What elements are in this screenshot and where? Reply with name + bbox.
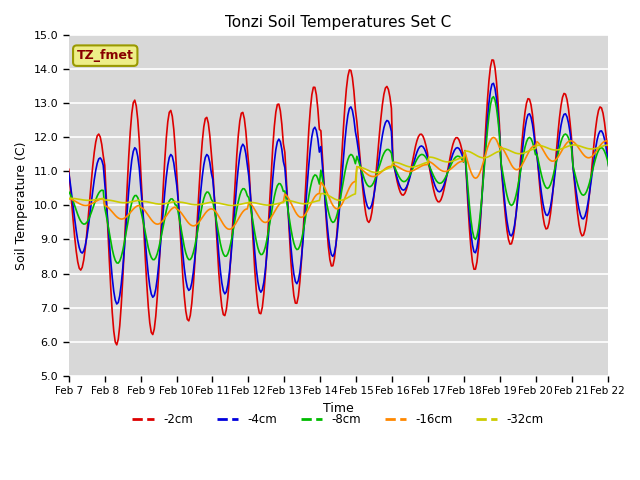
Text: TZ_fmet: TZ_fmet [77, 49, 134, 62]
Y-axis label: Soil Temperature (C): Soil Temperature (C) [15, 141, 28, 270]
Title: Tonzi Soil Temperatures Set C: Tonzi Soil Temperatures Set C [225, 15, 451, 30]
X-axis label: Time: Time [323, 402, 353, 415]
Legend: -2cm, -4cm, -8cm, -16cm, -32cm: -2cm, -4cm, -8cm, -16cm, -32cm [128, 408, 548, 431]
